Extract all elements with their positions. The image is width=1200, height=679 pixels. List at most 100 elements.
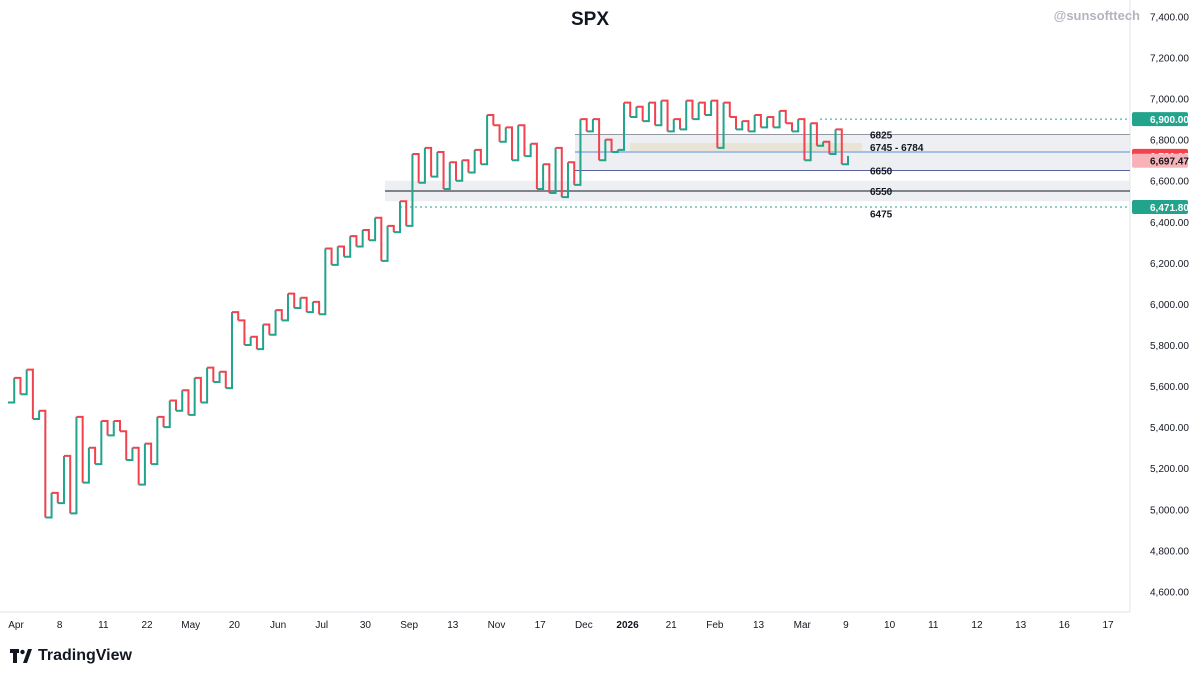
kagi-segment	[387, 224, 395, 233]
kagi-segment	[45, 492, 53, 519]
kagi-segment	[723, 101, 731, 118]
kagi-segment	[70, 416, 78, 515]
kagi-segment	[406, 154, 414, 227]
kagi-segment	[480, 115, 489, 166]
kagi-segment	[169, 399, 177, 411]
x-tick-label: 13	[1015, 620, 1027, 631]
kagi-segment	[14, 376, 22, 395]
x-tick-label: 13	[753, 620, 765, 631]
x-tick-label: 11	[928, 620, 939, 631]
x-tick-label: Jul	[315, 620, 328, 631]
kagi-segment	[113, 420, 121, 432]
kagi-segment	[586, 119, 594, 133]
kagi-segment	[225, 312, 233, 390]
tradingview-logo-icon	[10, 649, 32, 663]
kagi-segment	[418, 147, 426, 184]
kagi-segment	[816, 141, 825, 147]
y-tick-label: 5,400.00	[1150, 423, 1189, 434]
kagi-segment	[200, 367, 209, 404]
kagi-segment	[32, 410, 41, 420]
kagi-segment	[431, 151, 439, 178]
x-tick-label: 12	[971, 620, 983, 631]
kagi-segment	[344, 236, 352, 258]
kagi-segment	[823, 140, 831, 155]
kagi-segment	[207, 366, 215, 382]
kagi-segment	[667, 119, 675, 133]
kagi-segment	[829, 129, 837, 156]
kagi-segment	[673, 118, 681, 130]
zone-label: 6475	[870, 210, 893, 221]
price-badge	[1132, 112, 1188, 127]
kagi-segment	[493, 124, 501, 142]
kagi-segment	[680, 100, 688, 131]
x-tick-label: 10	[884, 620, 896, 631]
author-watermark: @sunsofttech	[1053, 8, 1140, 23]
kagi-segment	[456, 160, 464, 182]
x-tick-label: 21	[666, 620, 678, 631]
kagi-segment	[686, 99, 694, 120]
kagi-segment	[785, 122, 793, 132]
kagi-segment	[256, 324, 265, 351]
x-tick-label: May	[181, 620, 200, 631]
x-tick-label: 16	[1059, 620, 1071, 631]
kagi-segment	[319, 248, 327, 316]
kagi-segment	[424, 146, 433, 177]
kagi-segment	[306, 301, 314, 314]
x-tick-label: 30	[360, 620, 372, 631]
kagi-segment	[568, 161, 576, 185]
kagi-segment	[126, 447, 134, 462]
kagi-segment	[760, 117, 769, 129]
kagi-segment	[88, 446, 97, 465]
kagi-segment	[76, 415, 84, 483]
kagi-segment	[810, 122, 818, 146]
y-tick-label: 4,800.00	[1150, 546, 1189, 557]
brand-name: TradingView	[38, 647, 132, 664]
kagi-segment	[356, 230, 364, 248]
kagi-segment	[624, 101, 632, 118]
kagi-segment	[798, 118, 806, 161]
kagi-segment	[232, 311, 240, 321]
kagi-segment	[188, 377, 196, 416]
kagi-segment	[449, 161, 457, 181]
kagi-segment	[642, 102, 650, 123]
y-tick-label: 7,200.00	[1150, 54, 1189, 65]
kagi-segment	[617, 102, 625, 151]
brand-footer: TradingView	[10, 647, 132, 665]
x-tick-label: 17	[1102, 620, 1114, 631]
y-tick-label: 4,600.00	[1150, 587, 1189, 598]
kagi-segment	[711, 99, 719, 148]
kagi-segment	[331, 246, 339, 266]
kagi-segment	[288, 292, 296, 309]
kagi-segment	[362, 229, 370, 241]
kagi-segment	[804, 123, 812, 162]
kagi-segment	[157, 415, 165, 428]
x-tick-label: 11	[98, 620, 109, 631]
kagi-segment	[754, 114, 762, 128]
price-badge-label: 6,900.00	[1150, 115, 1189, 126]
x-tick-label: 8	[57, 620, 63, 631]
y-tick-label: 5,600.00	[1150, 382, 1189, 393]
y-tick-label: 5,200.00	[1150, 464, 1189, 475]
kagi-segment	[132, 446, 140, 485]
kagi-segment	[194, 376, 202, 403]
price-badge-label: 6,697.47	[1150, 157, 1189, 168]
kagi-segment	[580, 118, 588, 132]
kagi-segment	[512, 125, 520, 162]
kagi-segment	[163, 400, 171, 429]
kagi-segment	[437, 150, 445, 189]
kagi-segment	[64, 454, 72, 514]
x-tick-label: 17	[535, 620, 547, 631]
kagi-segment	[841, 155, 849, 166]
kagi-segment	[300, 296, 308, 313]
x-tick-label: 20	[229, 620, 241, 631]
y-tick-label: 5,000.00	[1150, 505, 1189, 516]
kagi-segment	[393, 201, 401, 234]
kagi-segment	[244, 336, 252, 347]
kagi-segment	[742, 120, 750, 132]
kagi-segment	[704, 100, 713, 117]
kagi-segment	[561, 162, 569, 199]
kagi-segment	[263, 323, 271, 335]
kagi-segment	[294, 297, 302, 310]
kagi-segment	[57, 455, 65, 505]
